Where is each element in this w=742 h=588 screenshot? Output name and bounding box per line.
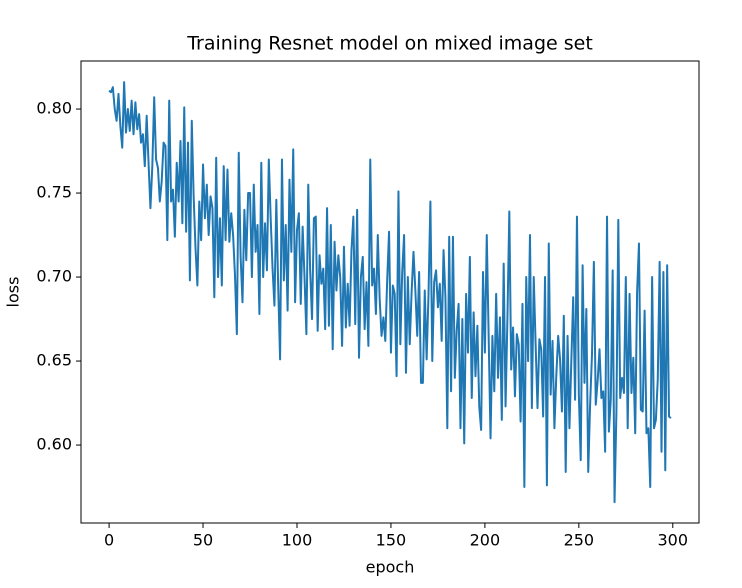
loss-line (108, 81, 672, 504)
y-tick-label: 0.60 (36, 435, 72, 454)
x-axis-label: epoch (366, 558, 415, 577)
x-tick-label: 100 (282, 531, 313, 550)
x-tick-label: 150 (376, 531, 407, 550)
y-tick-label: 0.70 (36, 267, 72, 286)
plot-frame (80, 60, 700, 524)
chart-title: Training Resnet model on mixed image set (186, 33, 593, 55)
x-tick-label: 300 (658, 531, 689, 550)
x-tick-label: 200 (470, 531, 501, 550)
x-tick-label: 0 (104, 531, 114, 550)
x-tick-label: 250 (564, 531, 595, 550)
x-tick-label: 50 (193, 531, 213, 550)
y-tick-label: 0.65 (36, 351, 72, 370)
y-axis-label: loss (4, 277, 23, 308)
y-tick-label: 0.75 (36, 183, 72, 202)
y-tick-label: 0.80 (36, 99, 72, 118)
